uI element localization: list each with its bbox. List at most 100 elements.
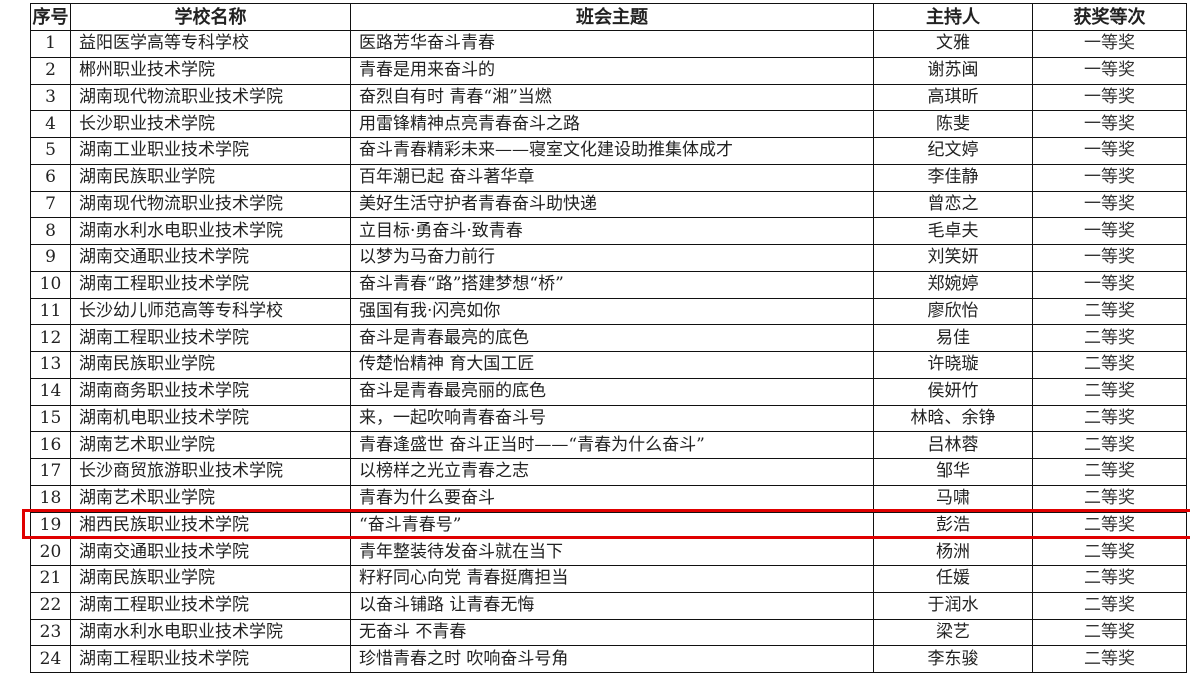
row-number: 16 [30,431,71,459]
host-name: 于润水 [873,591,1033,620]
row-number: 17 [30,458,71,486]
award-level: 二等奖 [1032,458,1187,486]
meeting-theme: 奋斗青春精彩未来——寝室文化建设助推集体成才 [350,137,874,165]
table-row: 16 湖南艺术职业学院 青春逢盛世 奋斗正当时——“青春为什么奋斗” 吕林蓉 二等奖 [30,431,1187,459]
host-name: 郑婉婷 [873,270,1033,299]
row-number: 12 [30,324,71,352]
host-name: 彭浩 [873,511,1033,540]
school-name: 益阳医学高等专科学校 [70,30,351,58]
host-name: 许晓璇 [873,351,1033,379]
table-row: 8 湖南水利水电职业技术学院 立目标·勇奋斗·致青春 毛卓夫 一等奖 [30,217,1187,245]
award-level: 二等奖 [1032,404,1187,433]
award-level: 二等奖 [1032,377,1187,406]
meeting-theme: 奋烈自有时 青春“湘”当燃 [350,83,874,112]
award-level: 二等奖 [1032,431,1187,459]
table-row: 20 湖南交通职业技术学院 青年整装待发奋斗就在当下 杨洲 二等奖 [30,538,1187,566]
host-name: 邹华 [873,458,1033,486]
award-level: 一等奖 [1032,137,1187,165]
meeting-theme: 用雷锋精神点亮青春奋斗之路 [350,110,874,138]
award-level: 一等奖 [1032,244,1187,272]
table-row: 4 长沙职业技术学院 用雷锋精神点亮青春奋斗之路 陈斐 一等奖 [30,110,1187,138]
row-number: 3 [30,83,71,112]
meeting-theme: 无奋斗 不青春 [350,618,874,647]
awards-table: 序号 学校名称 班会主题 主持人 获奖等次 1 益阳医学高等专科学校 医路芳华奋斗青… [30,3,1187,673]
school-name: 长沙职业技术学院 [70,110,351,138]
meeting-theme: “奋斗青春号” [350,511,874,540]
table-row: 18 湖南艺术职业学院 青春为什么要奋斗 马啸 二等奖 [30,484,1187,513]
host-name: 文雅 [873,30,1033,58]
award-level: 一等奖 [1032,217,1187,245]
row-number: 23 [30,618,71,647]
school-name: 湖南商务职业技术学院 [70,377,351,406]
award-level: 二等奖 [1032,645,1187,673]
school-name: 湘西民族职业技术学院 [70,511,351,540]
host-name: 纪文婷 [873,137,1033,165]
table-row: 24 湖南工程职业技术学院 珍惜青春之时 吹响奋斗号角 李东骏 二等奖 [30,645,1187,673]
header-theme: 班会主题 [350,3,874,31]
meeting-theme: 医路芳华奋斗青春 [350,30,874,58]
school-name: 湖南交通职业技术学院 [70,244,351,272]
header-award: 获奖等次 [1032,3,1187,31]
table-row: 7 湖南现代物流职业技术学院 美好生活守护者青春奋斗助快递 曾恋之 一等奖 [30,190,1187,219]
host-name: 谢苏闽 [873,56,1033,85]
header-host: 主持人 [873,3,1033,31]
row-number: 5 [30,137,71,165]
table-row: 3 湖南现代物流职业技术学院 奋烈自有时 青春“湘”当燃 高琪昕 一等奖 [30,83,1187,112]
school-name: 湖南交通职业技术学院 [70,538,351,566]
host-name: 马啸 [873,484,1033,513]
host-name: 陈斐 [873,110,1033,138]
school-name: 湖南现代物流职业技术学院 [70,190,351,219]
meeting-theme: 奋斗青春“路”搭建梦想“桥” [350,270,874,299]
award-level: 一等奖 [1032,163,1187,192]
school-name: 湖南工程职业技术学院 [70,591,351,620]
award-level: 二等奖 [1032,565,1187,593]
table-row: 11 长沙幼儿师范高等专科学校 强国有我·闪亮如你 廖欣怡 二等奖 [30,297,1187,326]
school-name: 湖南艺术职业学院 [70,431,351,459]
award-level: 二等奖 [1032,618,1187,647]
row-number: 9 [30,244,71,272]
meeting-theme: 青春是用来奋斗的 [350,56,874,85]
header-row: 序号 学校名称 班会主题 主持人 获奖等次 [30,3,1187,31]
meeting-theme: 传楚怡精神 育大国工匠 [350,351,874,379]
school-name: 湖南民族职业学院 [70,163,351,192]
table-row: 23 湖南水利水电职业技术学院 无奋斗 不青春 梁艺 二等奖 [30,618,1187,647]
school-name: 长沙商贸旅游职业技术学院 [70,458,351,486]
school-name: 湖南机电职业技术学院 [70,404,351,433]
meeting-theme: 以榜样之光立青春之志 [350,458,874,486]
table-row: 14 湖南商务职业技术学院 奋斗是青春最亮丽的底色 侯妍竹 二等奖 [30,377,1187,406]
school-name: 湖南现代物流职业技术学院 [70,83,351,112]
host-name: 刘笑妍 [873,244,1033,272]
school-name: 郴州职业技术学院 [70,56,351,85]
row-number: 8 [30,217,71,245]
award-level: 一等奖 [1032,30,1187,58]
host-name: 李东骏 [873,645,1033,673]
meeting-theme: 珍惜青春之时 吹响奋斗号角 [350,645,874,673]
meeting-theme: 强国有我·闪亮如你 [350,297,874,326]
table-row: 17 长沙商贸旅游职业技术学院 以榜样之光立青春之志 邹华 二等奖 [30,458,1187,486]
award-level: 二等奖 [1032,351,1187,379]
host-name: 任媛 [873,565,1033,593]
award-level: 一等奖 [1032,56,1187,85]
host-name: 吕林蓉 [873,431,1033,459]
meeting-theme: 立目标·勇奋斗·致青春 [350,217,874,245]
row-number: 13 [30,351,71,379]
school-name: 湖南工业职业技术学院 [70,137,351,165]
host-name: 毛卓夫 [873,217,1033,245]
host-name: 李佳静 [873,163,1033,192]
meeting-theme: 以梦为马奋力前行 [350,244,874,272]
host-name: 曾恋之 [873,190,1033,219]
award-level: 二等奖 [1032,297,1187,326]
meeting-theme: 青年整装待发奋斗就在当下 [350,538,874,566]
row-number: 18 [30,484,71,513]
row-number: 7 [30,190,71,219]
school-name: 湖南工程职业技术学院 [70,270,351,299]
table-row: 22 湖南工程职业技术学院 以奋斗铺路 让青春无悔 于润水 二等奖 [30,591,1187,620]
row-number: 10 [30,270,71,299]
meeting-theme: 奋斗是青春最亮的底色 [350,324,874,352]
header-no: 序号 [30,3,71,31]
row-number: 15 [30,404,71,433]
table-row: 1 益阳医学高等专科学校 医路芳华奋斗青春 文雅 一等奖 [30,30,1187,58]
header-school: 学校名称 [70,3,351,31]
table-row: 9 湖南交通职业技术学院 以梦为马奋力前行 刘笑妍 一等奖 [30,244,1187,272]
row-number: 4 [30,110,71,138]
